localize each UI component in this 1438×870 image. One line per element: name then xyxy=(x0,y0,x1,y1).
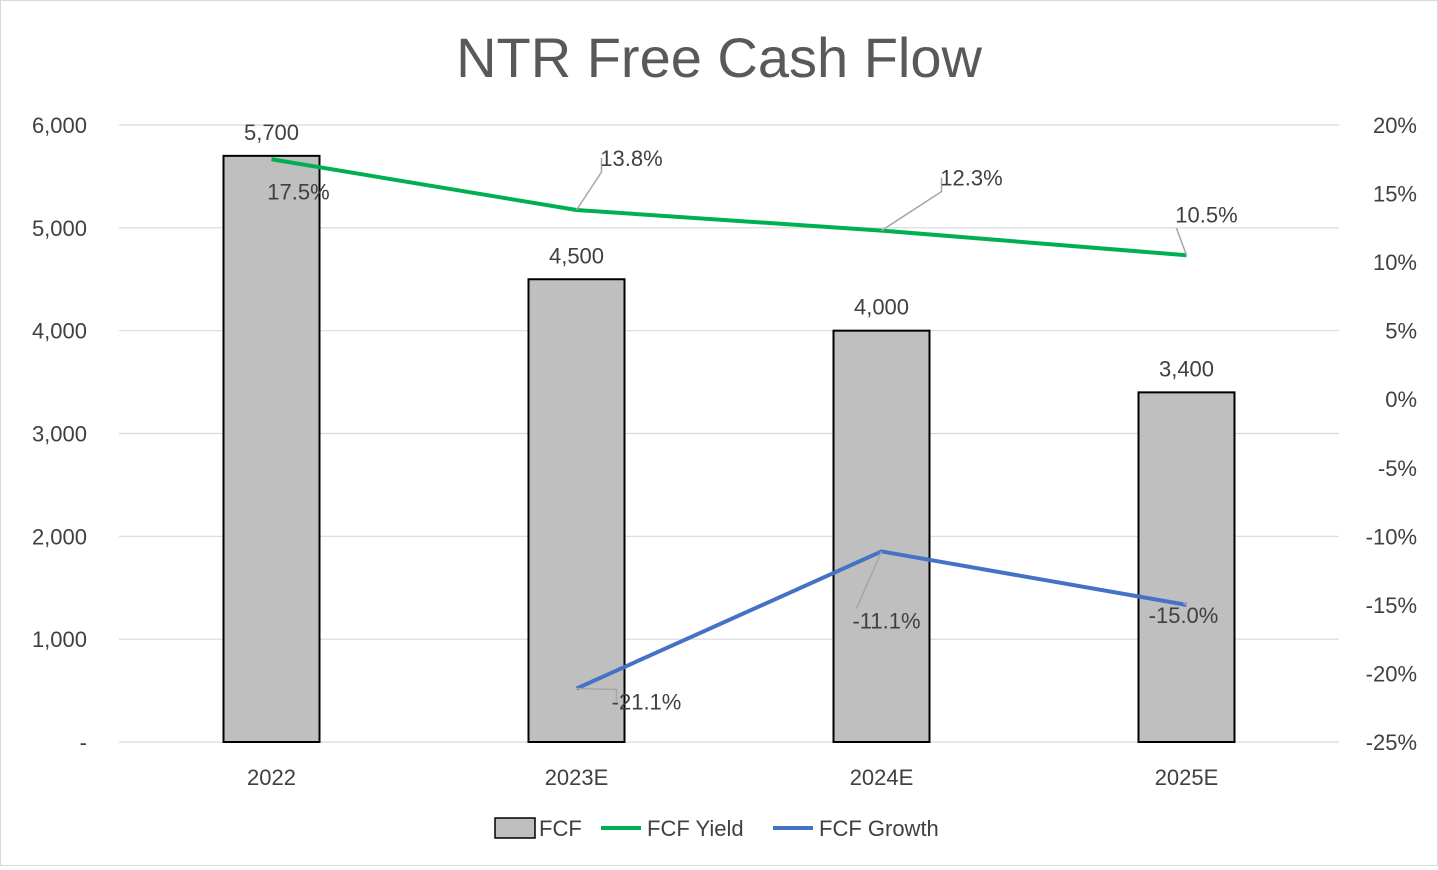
right-tick-label: 5% xyxy=(1385,319,1417,344)
right-tick-label: -10% xyxy=(1366,524,1417,549)
left-tick-label: - xyxy=(80,730,87,755)
legend-label-fcf: FCF xyxy=(539,816,582,841)
fcf-growth-data-label: -21.1% xyxy=(612,690,682,715)
label-leader-line xyxy=(1175,227,1188,256)
line-series xyxy=(271,157,1187,691)
right-tick-label: 20% xyxy=(1373,113,1417,138)
gridlines xyxy=(119,124,1339,743)
right-tick-label: 10% xyxy=(1373,250,1417,275)
fcf-growth-data-label: -15.0% xyxy=(1149,603,1219,628)
fcf-data-label: 4,500 xyxy=(549,243,604,268)
x-tick-label: 2024E xyxy=(850,765,914,790)
legend-swatch-fcf xyxy=(494,817,536,839)
fcf-data-label: 5,700 xyxy=(244,120,299,145)
right-axis: -25% -20% -15% -10% -5% 0% 5% 10% 15% 20% xyxy=(1366,113,1417,755)
fcf-bar xyxy=(222,154,321,744)
right-tick-label: -20% xyxy=(1366,661,1417,686)
right-tick-label: 0% xyxy=(1385,387,1417,412)
legend-label-fcf-growth: FCF Growth xyxy=(819,816,939,841)
right-tick-label: -5% xyxy=(1378,456,1417,481)
data-labels: 5,700 4,500 4,000 3,400 17.5% 13.8% 12.3% 10.5%… xyxy=(244,120,1238,715)
fcf-yield-data-label: 10.5% xyxy=(1175,202,1237,227)
label-leader-line xyxy=(575,158,603,211)
left-tick-label: 4,000 xyxy=(32,319,87,344)
fcf-yield-line xyxy=(271,157,1187,258)
x-tick-label: 2022 xyxy=(247,765,296,790)
left-tick-label: 1,000 xyxy=(32,627,87,652)
x-tick-label: 2023E xyxy=(545,765,609,790)
fcf-bar xyxy=(1137,391,1236,743)
fcf-bar xyxy=(832,329,931,743)
label-leader-line xyxy=(881,177,943,232)
fcf-bars xyxy=(222,154,1236,744)
fcf-yield-data-label: 12.3% xyxy=(940,166,1002,191)
label-leader-line xyxy=(1183,602,1187,606)
right-tick-label: -25% xyxy=(1366,730,1417,755)
fcf-bar xyxy=(527,278,626,743)
left-tick-label: 3,000 xyxy=(32,422,87,447)
label-leader-line xyxy=(855,551,883,609)
right-tick-label: 15% xyxy=(1373,182,1417,207)
fcf-growth-data-label: -11.1% xyxy=(852,608,920,633)
right-tick-label: -15% xyxy=(1366,593,1417,618)
label-leader-line xyxy=(576,687,618,702)
left-tick-label: 2,000 xyxy=(32,524,87,549)
x-tick-label: 2025E xyxy=(1155,765,1219,790)
left-axis: - 1,000 2,000 3,000 4,000 5,000 6,000 xyxy=(32,113,87,755)
legend-label-fcf-yield: FCF Yield xyxy=(647,816,744,841)
left-tick-label: 6,000 xyxy=(32,113,87,138)
legend: FCF FCF Yield FCF Growth xyxy=(494,816,939,841)
fcf-yield-data-label: 17.5% xyxy=(267,179,329,204)
left-tick-label: 5,000 xyxy=(32,216,87,241)
x-axis: 2022 2023E 2024E 2025E xyxy=(247,765,1218,790)
chart-title: NTR Free Cash Flow xyxy=(456,26,982,89)
fcf-yield-data-label: 13.8% xyxy=(600,146,662,171)
fcf-data-label: 4,000 xyxy=(854,295,909,320)
fcf-data-label: 3,400 xyxy=(1159,356,1214,381)
